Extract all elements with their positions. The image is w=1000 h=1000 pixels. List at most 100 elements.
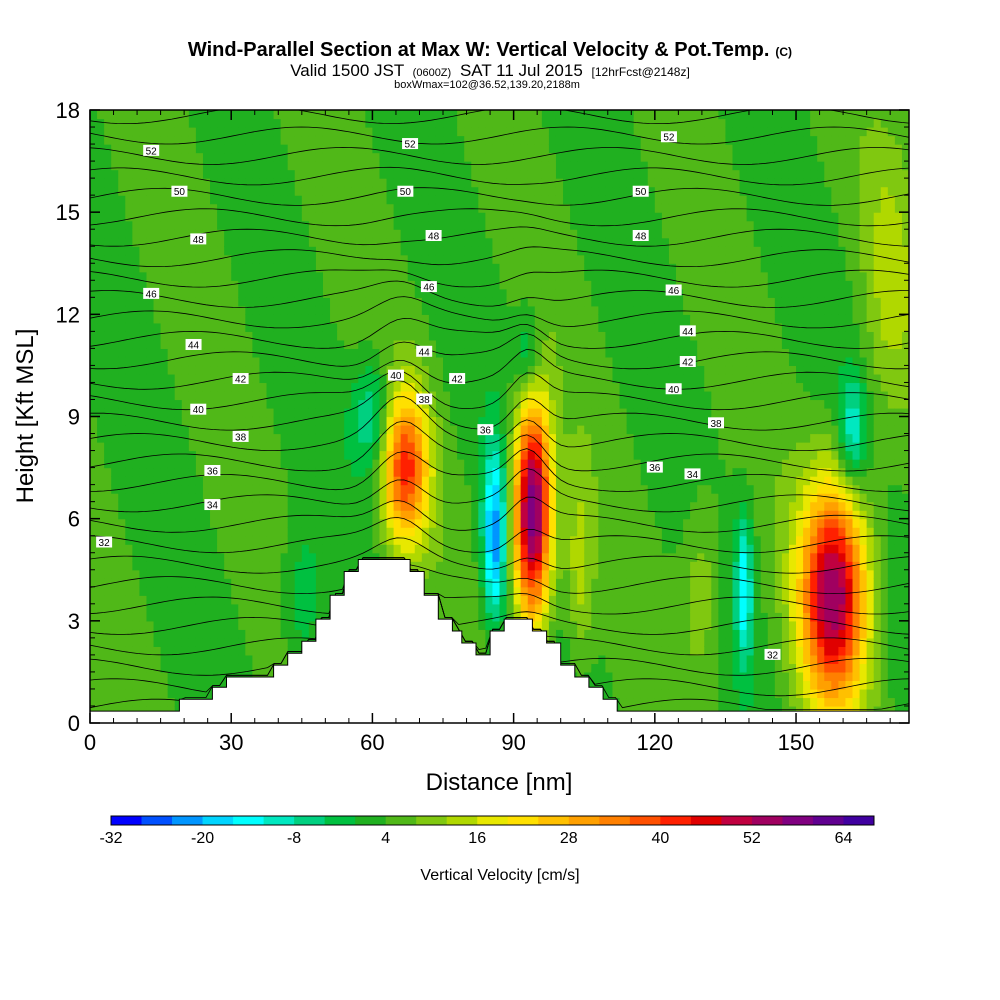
velocity-cell bbox=[125, 484, 133, 494]
velocity-cell bbox=[104, 450, 112, 460]
velocity-cell bbox=[118, 552, 126, 562]
velocity-cell bbox=[555, 459, 564, 469]
velocity-cell bbox=[224, 212, 232, 222]
velocity-cell bbox=[181, 680, 190, 690]
velocity-cell bbox=[407, 203, 416, 213]
velocity-cell bbox=[90, 501, 98, 511]
velocity-cell bbox=[146, 263, 155, 273]
velocity-cell bbox=[301, 620, 310, 630]
velocity-cell bbox=[400, 382, 409, 392]
velocity-cell bbox=[337, 425, 345, 435]
velocity-cell bbox=[252, 399, 261, 409]
velocity-cell bbox=[478, 399, 486, 409]
velocity-cell bbox=[259, 399, 268, 409]
velocity-cell bbox=[202, 450, 211, 460]
velocity-cell bbox=[266, 271, 275, 281]
velocity-cell bbox=[195, 595, 204, 605]
velocity-cell bbox=[174, 220, 183, 230]
velocity-cell bbox=[414, 314, 423, 324]
velocity-cell bbox=[217, 416, 225, 426]
velocity-cell bbox=[414, 518, 423, 528]
velocity-cell bbox=[414, 144, 423, 154]
velocity-cell bbox=[330, 305, 338, 315]
velocity-cell bbox=[315, 501, 324, 511]
velocity-cell bbox=[153, 459, 162, 469]
velocity-cell bbox=[238, 365, 246, 375]
velocity-cell bbox=[534, 578, 543, 588]
velocity-cell bbox=[125, 620, 133, 630]
velocity-cell bbox=[478, 144, 486, 154]
velocity-cell bbox=[308, 314, 317, 324]
velocity-cell bbox=[337, 510, 345, 520]
velocity-cell bbox=[358, 305, 366, 315]
velocity-cell bbox=[231, 578, 239, 588]
velocity-cell bbox=[259, 612, 268, 622]
velocity-cell bbox=[471, 314, 479, 324]
velocity-cell bbox=[421, 535, 430, 545]
velocity-cell bbox=[146, 603, 155, 613]
velocity-cell bbox=[322, 612, 331, 622]
velocity-cell bbox=[259, 356, 268, 367]
velocity-cell bbox=[506, 399, 515, 409]
velocity-cell bbox=[492, 527, 501, 537]
velocity-cell bbox=[167, 425, 176, 435]
velocity-cell bbox=[393, 297, 402, 307]
velocity-cell bbox=[308, 297, 317, 307]
velocity-cell bbox=[217, 518, 225, 528]
velocity-cell bbox=[527, 442, 536, 452]
velocity-cell bbox=[132, 578, 141, 588]
velocity-cell bbox=[259, 331, 268, 341]
velocity-cell bbox=[478, 331, 486, 341]
velocity-cell bbox=[231, 390, 239, 401]
velocity-cell bbox=[308, 152, 317, 162]
velocity-cell bbox=[541, 450, 550, 460]
velocity-cell bbox=[287, 544, 296, 554]
velocity-cell bbox=[97, 314, 105, 324]
velocity-cell bbox=[386, 425, 395, 435]
velocity-cell bbox=[450, 246, 458, 256]
velocity-cell bbox=[97, 450, 105, 460]
velocity-cell bbox=[259, 118, 268, 128]
velocity-cell bbox=[259, 178, 268, 188]
velocity-cell bbox=[506, 127, 515, 137]
velocity-cell bbox=[372, 527, 381, 537]
velocity-cell bbox=[315, 595, 324, 605]
velocity-cell bbox=[111, 220, 119, 230]
velocity-cell bbox=[570, 544, 578, 554]
velocity-cell bbox=[160, 629, 169, 639]
velocity-cell bbox=[167, 280, 176, 290]
velocity-cell bbox=[315, 127, 324, 137]
velocity-cell bbox=[344, 433, 352, 443]
velocity-cell bbox=[457, 450, 465, 460]
velocity-cell bbox=[273, 135, 282, 145]
velocity-cell bbox=[315, 254, 324, 264]
velocity-cell bbox=[259, 254, 268, 264]
velocity-cell bbox=[534, 407, 543, 418]
velocity-cell bbox=[238, 629, 246, 639]
velocity-cell bbox=[259, 152, 268, 162]
velocity-cell bbox=[400, 476, 409, 486]
velocity-cell bbox=[118, 654, 126, 664]
velocity-cell bbox=[393, 552, 402, 562]
velocity-cell bbox=[273, 314, 282, 324]
velocity-cell bbox=[231, 442, 239, 452]
velocity-cell bbox=[414, 552, 423, 562]
velocity-cell bbox=[520, 178, 529, 188]
velocity-cell bbox=[570, 527, 578, 537]
velocity-cell bbox=[153, 586, 162, 596]
velocity-cell bbox=[400, 348, 409, 358]
velocity-cell bbox=[259, 501, 268, 511]
velocity-cell bbox=[435, 365, 444, 375]
velocity-cell bbox=[174, 390, 183, 401]
velocity-cell bbox=[266, 510, 275, 520]
velocity-cell bbox=[118, 637, 126, 647]
velocity-cell bbox=[513, 450, 522, 460]
velocity-cell bbox=[294, 595, 303, 605]
velocity-cell bbox=[414, 382, 423, 392]
velocity-cell bbox=[450, 450, 458, 460]
velocity-cell bbox=[146, 586, 155, 596]
velocity-cell bbox=[351, 161, 359, 171]
velocity-cell bbox=[287, 186, 296, 196]
velocity-cell bbox=[160, 671, 169, 682]
velocity-cell bbox=[188, 297, 197, 307]
